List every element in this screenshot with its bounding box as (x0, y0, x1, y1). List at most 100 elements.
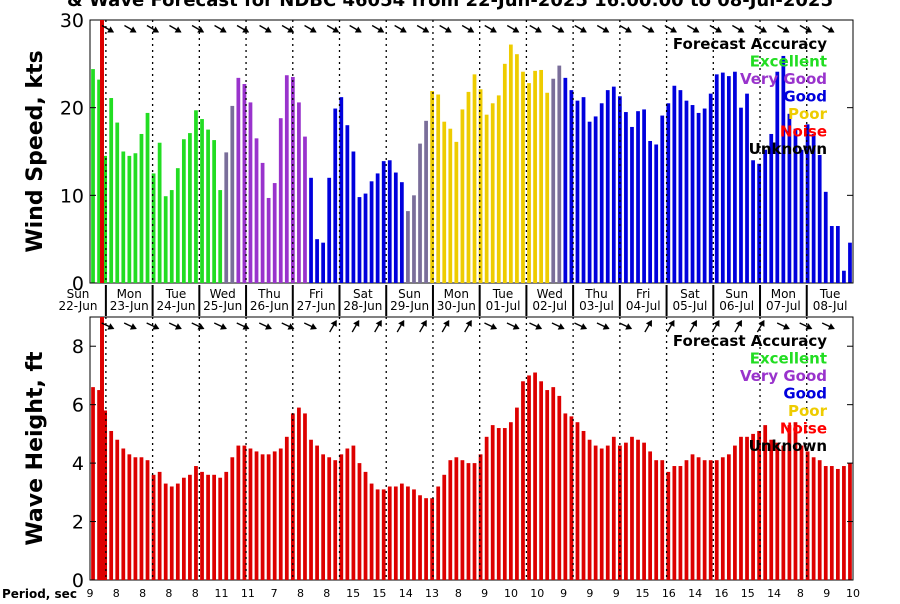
wind-arrow-head (827, 26, 835, 33)
wave-direction-arrow (123, 322, 137, 330)
wave-direction-arrow (101, 322, 115, 330)
wave-bar (775, 442, 780, 580)
wind-arrow-head (692, 26, 700, 33)
wave-bar (605, 445, 610, 580)
wind-direction-arrow (101, 24, 115, 33)
wave-bar (714, 460, 719, 580)
wave-bar (751, 433, 755, 580)
wave-bar (484, 436, 489, 580)
wind-direction-arrow (664, 24, 677, 33)
wind-direction-arrow (754, 24, 767, 33)
period-value: 11 (215, 587, 229, 600)
wind-bar (726, 76, 731, 283)
wave-bar (151, 474, 156, 580)
wind-bar (702, 108, 707, 283)
wind-ytick-label: 10 (60, 185, 84, 207)
period-value: 8 (797, 587, 804, 600)
period-value: 14 (688, 587, 702, 600)
wave-bar (842, 466, 846, 580)
legend-item-noise: Noise (780, 123, 827, 141)
wind-arrow-head (647, 26, 655, 33)
wave-bar (720, 457, 725, 580)
wind-bar (175, 168, 180, 283)
wave-arrow-head (420, 319, 427, 327)
wind-bar (133, 153, 138, 283)
wave-bar (448, 460, 453, 580)
wind-bar (823, 191, 828, 283)
wind-bar (733, 71, 737, 283)
wind-bar (321, 242, 326, 283)
wind-bar (557, 65, 562, 283)
wind-bar (624, 112, 628, 283)
wave-bar (811, 457, 816, 580)
wave-bar (587, 439, 592, 580)
day-name-label: Tue (819, 287, 841, 301)
wave-direction-arrow (374, 319, 382, 333)
wind-direction-arrow (529, 24, 542, 33)
wind-bar (757, 163, 762, 283)
wind-arrow-head (152, 26, 160, 33)
wind-arrow-head (174, 26, 182, 33)
period-value: 15 (636, 587, 650, 600)
day-date-label: 25-Jun (203, 299, 242, 313)
day-name-label: Sun (725, 287, 748, 301)
wind-direction-arrow (777, 24, 790, 33)
day-label-strip: Sun22-JunMon23-JunTue24-JunWed25-JunThu2… (58, 284, 853, 317)
wave-arrow-head (310, 323, 317, 330)
wave-bar (508, 422, 513, 580)
day-date-label: 02-Jul (532, 299, 567, 313)
day-name-label: Sun (67, 287, 90, 301)
wave-bar (575, 422, 580, 580)
wind-direction-arrow (686, 24, 700, 33)
legend-title: Forecast Accuracy (673, 332, 827, 350)
wind-bar (496, 95, 501, 283)
wave-arrow-head (353, 319, 360, 327)
wave-bar (163, 483, 168, 580)
legend-item-noise: Noise (780, 420, 827, 438)
wind-bar (109, 98, 114, 284)
wave-bar (303, 413, 307, 580)
period-value: 10 (504, 587, 518, 600)
wind-direction-arrow (506, 24, 520, 33)
wave-bar (381, 489, 386, 580)
period-value: 11 (241, 587, 255, 600)
day-name-label: Mon (771, 287, 796, 301)
wind-arrow-head (242, 26, 250, 33)
wave-bar (91, 387, 95, 580)
wind-bar (297, 102, 301, 283)
wind-bar (163, 196, 168, 283)
wave-bar (345, 448, 350, 580)
wave-bar (660, 460, 665, 580)
wind-arrow-head (264, 26, 272, 33)
wave-arrow-head (758, 319, 765, 327)
wave-bar (315, 445, 319, 580)
legend-item-poor: Poor (788, 105, 828, 123)
wave-bar (412, 489, 416, 580)
wind-direction-arrow (799, 24, 813, 33)
wave-direction-arrow (644, 319, 653, 333)
wind-bar (745, 93, 749, 283)
wave-bar (823, 466, 828, 580)
period-row-label: Period, sec (2, 587, 77, 600)
day-date-label: 06-Jul (719, 299, 754, 313)
wind-bar (351, 151, 356, 283)
wave-bar (636, 439, 640, 580)
day-name-label: Tue (492, 287, 514, 301)
wave-bar (194, 466, 198, 580)
day-date-label: 30-Jun (437, 299, 476, 313)
wind-arrow-head (512, 26, 520, 33)
wind-bar (375, 173, 380, 283)
wave-bar (254, 451, 259, 580)
wave-bar (351, 445, 356, 580)
wave-arrow-head (690, 319, 697, 327)
wind-direction-arrow (461, 24, 475, 33)
wind-bar (278, 118, 283, 283)
period-value: 16 (662, 587, 676, 600)
period-value: 8 (139, 587, 146, 600)
wave-bar (363, 471, 368, 580)
wind-bar (551, 78, 556, 284)
wind-bar (539, 69, 544, 283)
wave-arrow-head (152, 323, 160, 330)
